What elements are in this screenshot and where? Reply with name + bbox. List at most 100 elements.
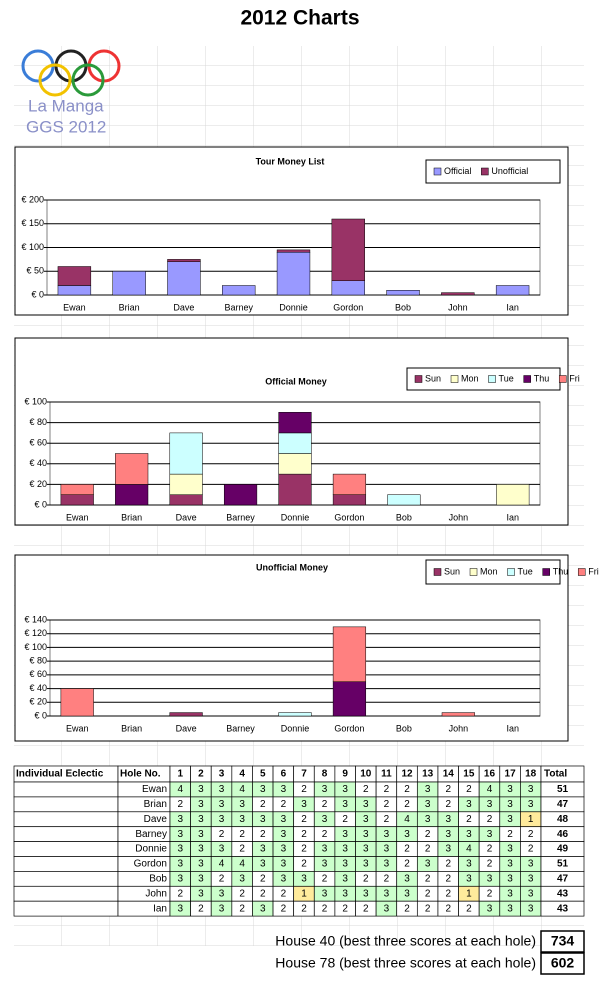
score: 3	[384, 888, 390, 899]
score: 3	[281, 829, 287, 840]
score: 3	[322, 888, 328, 899]
score: 3	[507, 859, 513, 870]
bar-segment	[387, 494, 421, 506]
score: 2	[425, 844, 431, 855]
y-tick-label: € 60	[29, 669, 47, 679]
x-tick-label: Brian	[121, 512, 142, 522]
table-header: 7	[301, 769, 307, 780]
score: 3	[198, 873, 204, 884]
table-header: 12	[401, 769, 413, 780]
score: 3	[507, 844, 513, 855]
plot-area	[49, 619, 541, 717]
legend-swatch	[433, 167, 442, 176]
score: 3	[425, 859, 431, 870]
player-name: Dave	[144, 814, 168, 825]
score: 2	[301, 814, 307, 825]
bar-segment	[115, 484, 149, 506]
score: 3	[198, 829, 204, 840]
score: 2	[198, 903, 204, 914]
chart: Tour Money List € 0 € 50 € 100 € 150 € 200 Ewa…	[14, 146, 569, 316]
score: 2	[301, 859, 307, 870]
legend-label: Tue	[499, 373, 514, 383]
chart: Official Money € 0 € 20 € 40 € 60 € 80 € 100 Ew…	[14, 337, 580, 526]
score: 3	[363, 829, 369, 840]
bar-segment	[57, 266, 92, 286]
score: 2	[363, 784, 369, 795]
score: 2	[445, 873, 451, 884]
score: 3	[528, 799, 534, 810]
score: 3	[487, 829, 493, 840]
legend-label: Unofficial	[491, 166, 528, 176]
score: 2	[384, 784, 390, 795]
legend-label: Sun	[444, 566, 460, 576]
bar-segment	[276, 252, 311, 296]
score: 2	[260, 799, 266, 810]
score: 3	[363, 799, 369, 810]
x-tick-label: Ewan	[63, 302, 86, 312]
score: 3	[219, 814, 225, 825]
x-tick-label: Ian	[507, 512, 520, 522]
score: 2	[445, 799, 451, 810]
score: 3	[301, 873, 307, 884]
logo-line2: GGS 2012	[26, 117, 106, 136]
score: 2	[404, 859, 410, 870]
score: 3	[239, 873, 245, 884]
table-header: 11	[381, 769, 392, 780]
score: 3	[281, 844, 287, 855]
table-header: Hole No.	[120, 769, 161, 780]
score: 3	[178, 814, 184, 825]
score: 4	[466, 844, 472, 855]
legend-swatch	[433, 568, 442, 576]
player-name: Brian	[144, 799, 167, 810]
bar-segment	[278, 712, 312, 717]
bar-segment	[60, 484, 94, 495]
score: 3	[301, 799, 307, 810]
score: 3	[342, 799, 348, 810]
table-header: 17	[505, 769, 517, 780]
score: 3	[363, 859, 369, 870]
score: 2	[301, 829, 307, 840]
player-name: Gordon	[134, 859, 167, 870]
score: 3	[219, 799, 225, 810]
x-tick-label: Gordon	[333, 302, 363, 312]
legend-label: Mon	[461, 373, 479, 383]
x-tick-label: Ian	[507, 723, 520, 733]
score: 2	[466, 784, 472, 795]
score: 3	[198, 784, 204, 795]
score: 3	[342, 844, 348, 855]
table-cell	[13, 781, 119, 798]
score: 3	[466, 859, 472, 870]
score: 3	[487, 873, 493, 884]
table-cell	[13, 841, 119, 857]
score: 3	[260, 814, 266, 825]
score: 2	[425, 888, 431, 899]
legend-swatch	[542, 568, 550, 576]
score: 3	[342, 873, 348, 884]
score: 2	[239, 888, 245, 899]
bar-segment	[332, 494, 367, 506]
score: 2	[178, 799, 184, 810]
score: 2	[281, 888, 287, 899]
score: 3	[363, 844, 369, 855]
score: 4	[239, 859, 245, 870]
score: 2	[528, 844, 534, 855]
score: 2	[487, 814, 493, 825]
summary-box	[540, 930, 585, 953]
y-tick-label: € 0	[34, 499, 47, 509]
summary-label: House 78 (best three scores at each hole…	[275, 955, 536, 971]
row-total: 43	[557, 903, 569, 914]
score: 3	[363, 814, 369, 825]
score: 3	[219, 844, 225, 855]
score: 3	[198, 888, 204, 899]
bar-segment	[223, 484, 258, 506]
score: 3	[322, 844, 328, 855]
row-total: 46	[557, 829, 569, 840]
score: 3	[178, 903, 184, 914]
y-tick-label: € 50	[26, 266, 44, 276]
score: 3	[260, 784, 266, 795]
score: 2	[342, 814, 348, 825]
legend-label: Fri	[569, 373, 580, 383]
y-tick-label: € 40	[29, 458, 47, 468]
legend-swatch	[558, 375, 567, 383]
score: 2	[384, 799, 390, 810]
